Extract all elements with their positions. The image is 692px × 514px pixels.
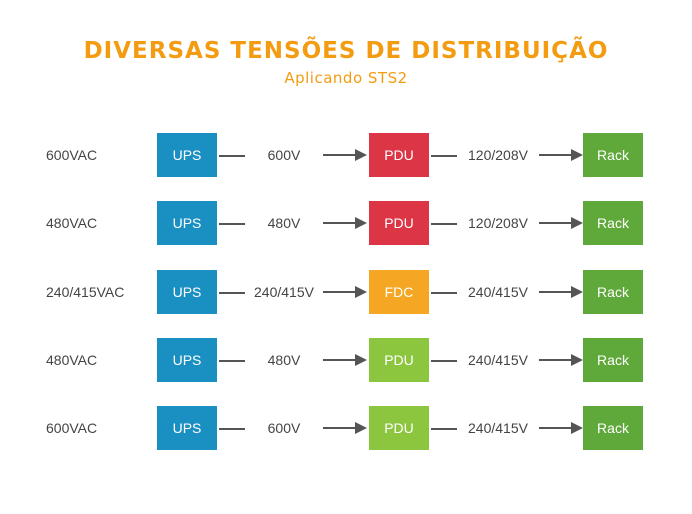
ups-box: UPS <box>157 406 217 450</box>
arrow-right-icon <box>539 421 583 435</box>
rack-box: Rack <box>583 406 643 450</box>
connector-line <box>219 360 245 362</box>
ups-box: UPS <box>157 270 217 314</box>
rack-input-voltage: 120/208V <box>468 215 528 231</box>
distribution-box: FDC <box>369 270 429 314</box>
connector-line <box>219 223 245 225</box>
flow-row: 480VAC UPS 480V PDU 240/415V Rack <box>0 338 692 382</box>
flow-row: 240/415VAC UPS 240/415V FDC 240/415V Rack <box>0 270 692 314</box>
arrow-right-icon <box>323 216 367 230</box>
arrow-right-icon <box>323 353 367 367</box>
connector-line <box>431 292 457 294</box>
source-voltage-label: 600VAC <box>46 147 98 163</box>
distribution-box: PDU <box>369 406 429 450</box>
distribution-box: PDU <box>369 133 429 177</box>
connector-line <box>431 428 457 430</box>
source-voltage-label: 240/415VAC <box>46 284 125 300</box>
arrow-right-icon <box>539 353 583 367</box>
ups-output-voltage: 240/415V <box>254 284 314 300</box>
ups-output-voltage: 600V <box>267 147 301 163</box>
ups-box: UPS <box>157 201 217 245</box>
connector-line <box>219 292 245 294</box>
arrow-right-icon <box>539 216 583 230</box>
rack-input-voltage: 240/415V <box>468 352 528 368</box>
source-voltage-label: 480VAC <box>46 215 98 231</box>
flow-row: 600VAC UPS 600V PDU 120/208V Rack <box>0 133 692 177</box>
connector-line <box>431 360 457 362</box>
connector-line <box>431 155 457 157</box>
arrow-right-icon <box>323 421 367 435</box>
ups-output-voltage: 480V <box>267 215 301 231</box>
page-subtitle: Aplicando STS2 <box>284 69 408 87</box>
rack-input-voltage: 240/415V <box>468 420 528 436</box>
rack-input-voltage: 240/415V <box>468 284 528 300</box>
flow-row: 600VAC UPS 600V PDU 240/415V Rack <box>0 406 692 450</box>
connector-line <box>219 428 245 430</box>
page-title: DIVERSAS TENSÕES DE DISTRIBUIÇÃO <box>83 38 609 64</box>
source-voltage-label: 480VAC <box>46 352 98 368</box>
arrow-right-icon <box>539 148 583 162</box>
arrow-right-icon <box>539 285 583 299</box>
flow-row: 480VAC UPS 480V PDU 120/208V Rack <box>0 201 692 245</box>
connector-line <box>431 223 457 225</box>
rack-input-voltage: 120/208V <box>468 147 528 163</box>
rack-box: Rack <box>583 201 643 245</box>
ups-output-voltage: 480V <box>267 352 301 368</box>
connector-line <box>219 155 245 157</box>
rack-box: Rack <box>583 270 643 314</box>
rack-box: Rack <box>583 338 643 382</box>
distribution-box: PDU <box>369 201 429 245</box>
arrow-right-icon <box>323 285 367 299</box>
ups-box: UPS <box>157 133 217 177</box>
arrow-right-icon <box>323 148 367 162</box>
ups-output-voltage: 600V <box>267 420 301 436</box>
rack-box: Rack <box>583 133 643 177</box>
distribution-box: PDU <box>369 338 429 382</box>
ups-box: UPS <box>157 338 217 382</box>
source-voltage-label: 600VAC <box>46 420 98 436</box>
